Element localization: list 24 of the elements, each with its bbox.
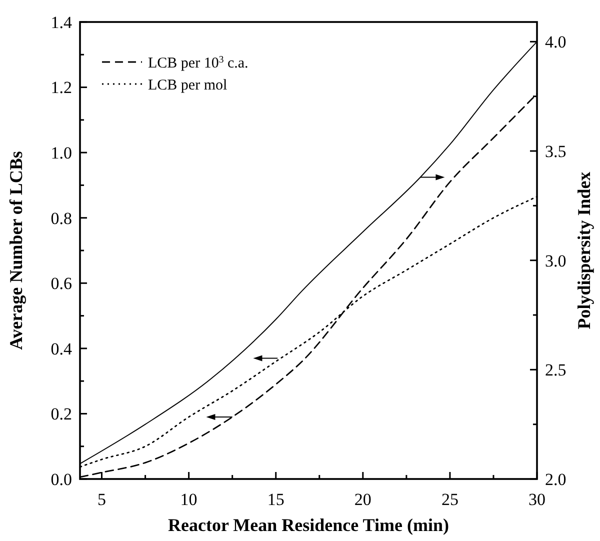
y2-tick-label: 2.5: [545, 360, 566, 380]
y-tick-label: 0.2: [50, 404, 72, 424]
x-tick-label: 20: [354, 490, 372, 509]
y-axis-title: Average Number of LCBs: [6, 151, 26, 350]
y2-axis-title: Polydispersity Index: [574, 172, 594, 330]
y-tick-label: 0.8: [50, 208, 72, 228]
y2-tick-label: 3.5: [545, 142, 566, 161]
y-tick-label: 1.0: [50, 144, 72, 163]
y-tick-label: 0.4: [50, 339, 72, 358]
legend-label: LCB per mol: [148, 77, 228, 94]
x-tick-label: 25: [441, 490, 458, 509]
y-tick-label: 1.2: [50, 78, 72, 98]
y2-tick-label: 4.0: [545, 32, 566, 52]
y-tick-label: 0.0: [50, 470, 72, 489]
x-tick-label: 5: [98, 490, 106, 509]
y-tick-label: 1.4: [50, 12, 72, 32]
y2-tick-label: 2.0: [545, 470, 566, 489]
x-tick-label: 15: [267, 490, 284, 509]
x-tick-label: 30: [528, 490, 546, 509]
x-axis-title: Reactor Mean Residence Time (min): [168, 515, 449, 535]
y-tick-label: 0.6: [50, 274, 72, 294]
legend-label: LCB per 10$^{3}$ c.a.: [148, 54, 248, 72]
x-tick-label: 10: [180, 490, 198, 509]
y2-tick-label: 3.0: [545, 251, 566, 270]
